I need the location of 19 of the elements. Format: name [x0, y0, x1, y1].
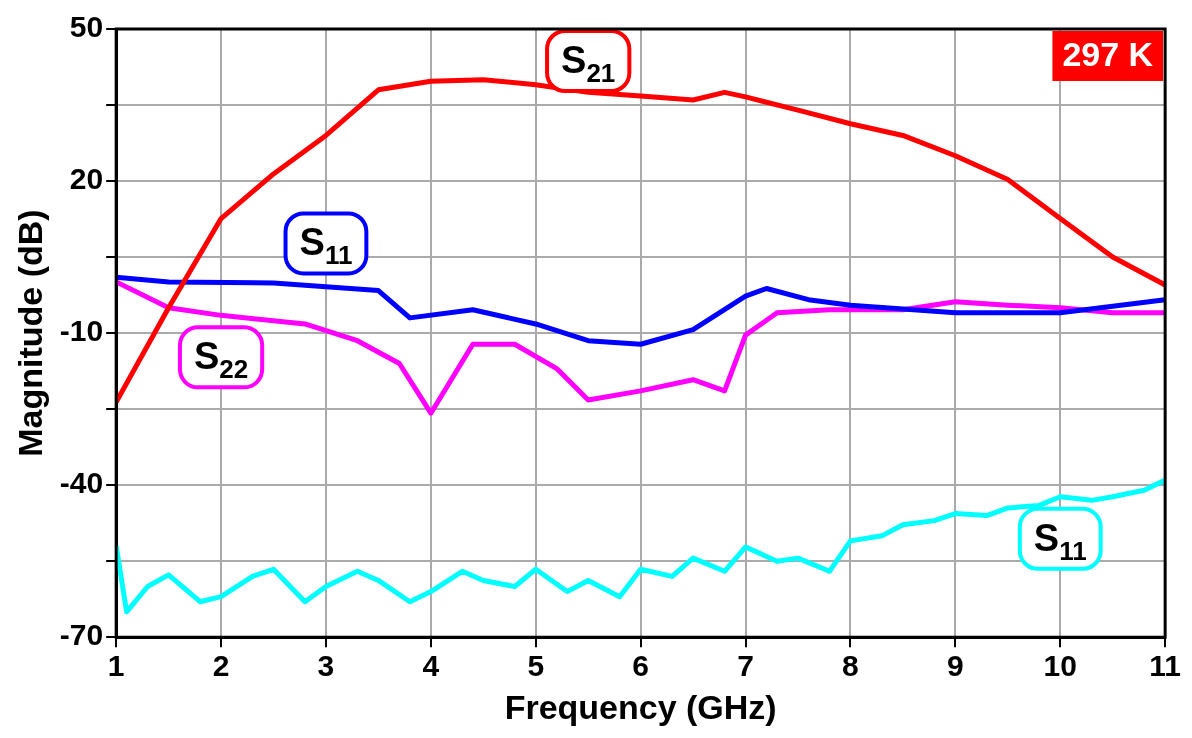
- x-tick-label: 5: [527, 649, 545, 683]
- x-tick-label: 9: [947, 649, 964, 683]
- x-tick-label: 1: [107, 649, 125, 683]
- x-tick-label: 4: [422, 649, 440, 683]
- x-tick-label: 7: [737, 649, 754, 683]
- x-tick-label: 11: [1149, 649, 1181, 683]
- x-tick-label: 6: [632, 649, 649, 683]
- y-tick-label: -70: [59, 618, 104, 652]
- x-tick-label: 2: [212, 649, 230, 683]
- x-tick-label: 3: [317, 649, 335, 683]
- y-tick-label: -10: [59, 314, 104, 348]
- y-tick-label: 50: [69, 10, 104, 44]
- x-tick-label: 10: [1043, 649, 1077, 683]
- y-axis-title: Magnitude (dB): [10, 209, 49, 457]
- x-tick-label: 8: [842, 649, 859, 683]
- annotation: 297 K: [1062, 35, 1154, 74]
- y-tick-label: 20: [69, 162, 104, 196]
- x-axis-title: Frequency (GHz): [504, 687, 777, 726]
- y-tick-label: -40: [59, 466, 104, 500]
